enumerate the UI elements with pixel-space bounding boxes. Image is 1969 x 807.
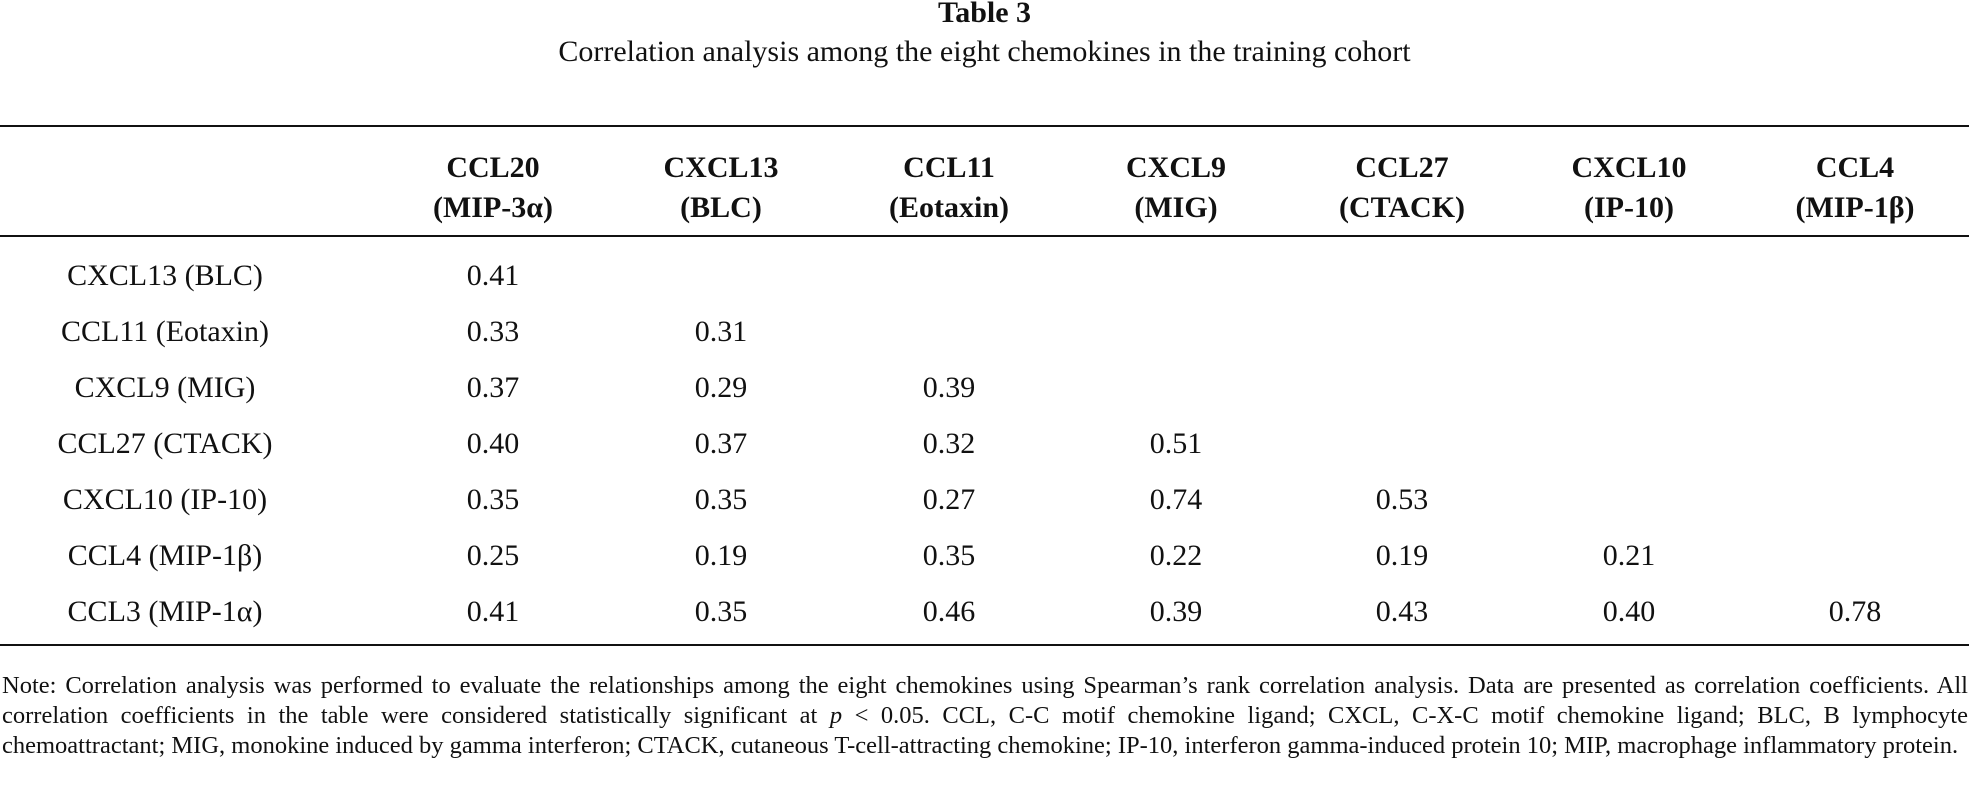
bottom-rule [0, 644, 1969, 646]
table-title: Table 3 [937, 0, 1032, 29]
table-cell: 0.19 [1375, 539, 1429, 572]
column-header-line2: (Eotaxin) [889, 191, 1009, 224]
table-cell: 0.25 [466, 539, 520, 572]
footnote-text: Note: Correlation analysis was performed… [2, 672, 1968, 729]
column-header: CCL20 (MIP-3α) [393, 148, 593, 228]
footnote-text-continued: < 0.05. CCL, C-C motif chemokine ligand;… [2, 702, 1968, 759]
table-caption: Correlation analysis among the eight che… [558, 35, 1411, 68]
table-cell: 0.41 [466, 259, 520, 292]
table-cell: 0.74 [1149, 483, 1203, 516]
table-cell: 0.29 [694, 371, 748, 404]
table-cell: 0.33 [466, 315, 520, 348]
table-cell: 0.19 [694, 539, 748, 572]
table-cell: 0.51 [1149, 427, 1203, 460]
table-cell: 0.43 [1375, 595, 1429, 628]
top-rule [0, 125, 1969, 127]
column-header-line1: CXCL13 [663, 151, 779, 184]
row-label: CXCL10 (IP-10) [62, 483, 268, 516]
header-rule [0, 235, 1969, 237]
table-cell: 0.35 [694, 483, 748, 516]
row-label: CXCL13 (BLC) [67, 259, 263, 292]
column-header-line2: (MIG) [1134, 191, 1218, 224]
table-cell: 0.27 [922, 483, 976, 516]
column-header-line2: (IP-10) [1584, 191, 1674, 224]
row-label: CXCL9 (MIG) [74, 371, 256, 404]
column-header-line2: (CTACK) [1338, 191, 1466, 224]
column-header-line2: (BLC) [680, 191, 762, 224]
column-header-line1: CCL11 [903, 151, 995, 184]
table-cell: 0.40 [466, 427, 520, 460]
p-symbol: p [829, 702, 843, 729]
table-cell: 0.35 [466, 483, 520, 516]
table-cell: 0.53 [1375, 483, 1429, 516]
table-cell: 0.40 [1602, 595, 1656, 628]
table-cell: 0.41 [466, 595, 520, 628]
table-cell: 0.35 [922, 539, 976, 572]
table-cell: 0.31 [694, 315, 748, 348]
column-header: CCL11 (Eotaxin) [849, 148, 1049, 228]
table-cell: 0.39 [1149, 595, 1203, 628]
column-header: CXCL10 (IP-10) [1529, 148, 1729, 228]
column-header-line1: CCL27 [1355, 151, 1449, 184]
table-cell: 0.78 [1828, 595, 1882, 628]
column-header-line2: (MIP-1β) [1795, 191, 1915, 224]
table-cell: 0.39 [922, 371, 976, 404]
table-cell: 0.32 [922, 427, 976, 460]
column-header-line1: CCL20 [446, 151, 540, 184]
column-header: CCL27 (CTACK) [1302, 148, 1502, 228]
table-cell: 0.37 [466, 371, 520, 404]
column-header-line1: CXCL9 [1125, 151, 1226, 184]
column-header: CCL4 (MIP-1β) [1755, 148, 1955, 228]
table-cell: 0.37 [694, 427, 748, 460]
row-label: CCL3 (MIP-1α) [67, 595, 263, 628]
row-label: CCL11 (Eotaxin) [60, 315, 270, 348]
table-cell: 0.35 [694, 595, 748, 628]
table-cell: 0.21 [1602, 539, 1656, 572]
table-cell: 0.46 [922, 595, 976, 628]
table-footnote: Note: Correlation analysis was performed… [2, 671, 1968, 761]
row-label: CCL4 (MIP-1β) [67, 539, 263, 572]
column-header: CXCL9 (MIG) [1076, 148, 1276, 228]
column-header-line1: CCL4 [1815, 151, 1895, 184]
column-header-line1: CXCL10 [1571, 151, 1687, 184]
column-header-line2: (MIP-3α) [432, 191, 554, 224]
table-cell: 0.22 [1149, 539, 1203, 572]
row-label: CCL27 (CTACK) [57, 427, 273, 460]
column-header: CXCL13 (BLC) [621, 148, 821, 228]
